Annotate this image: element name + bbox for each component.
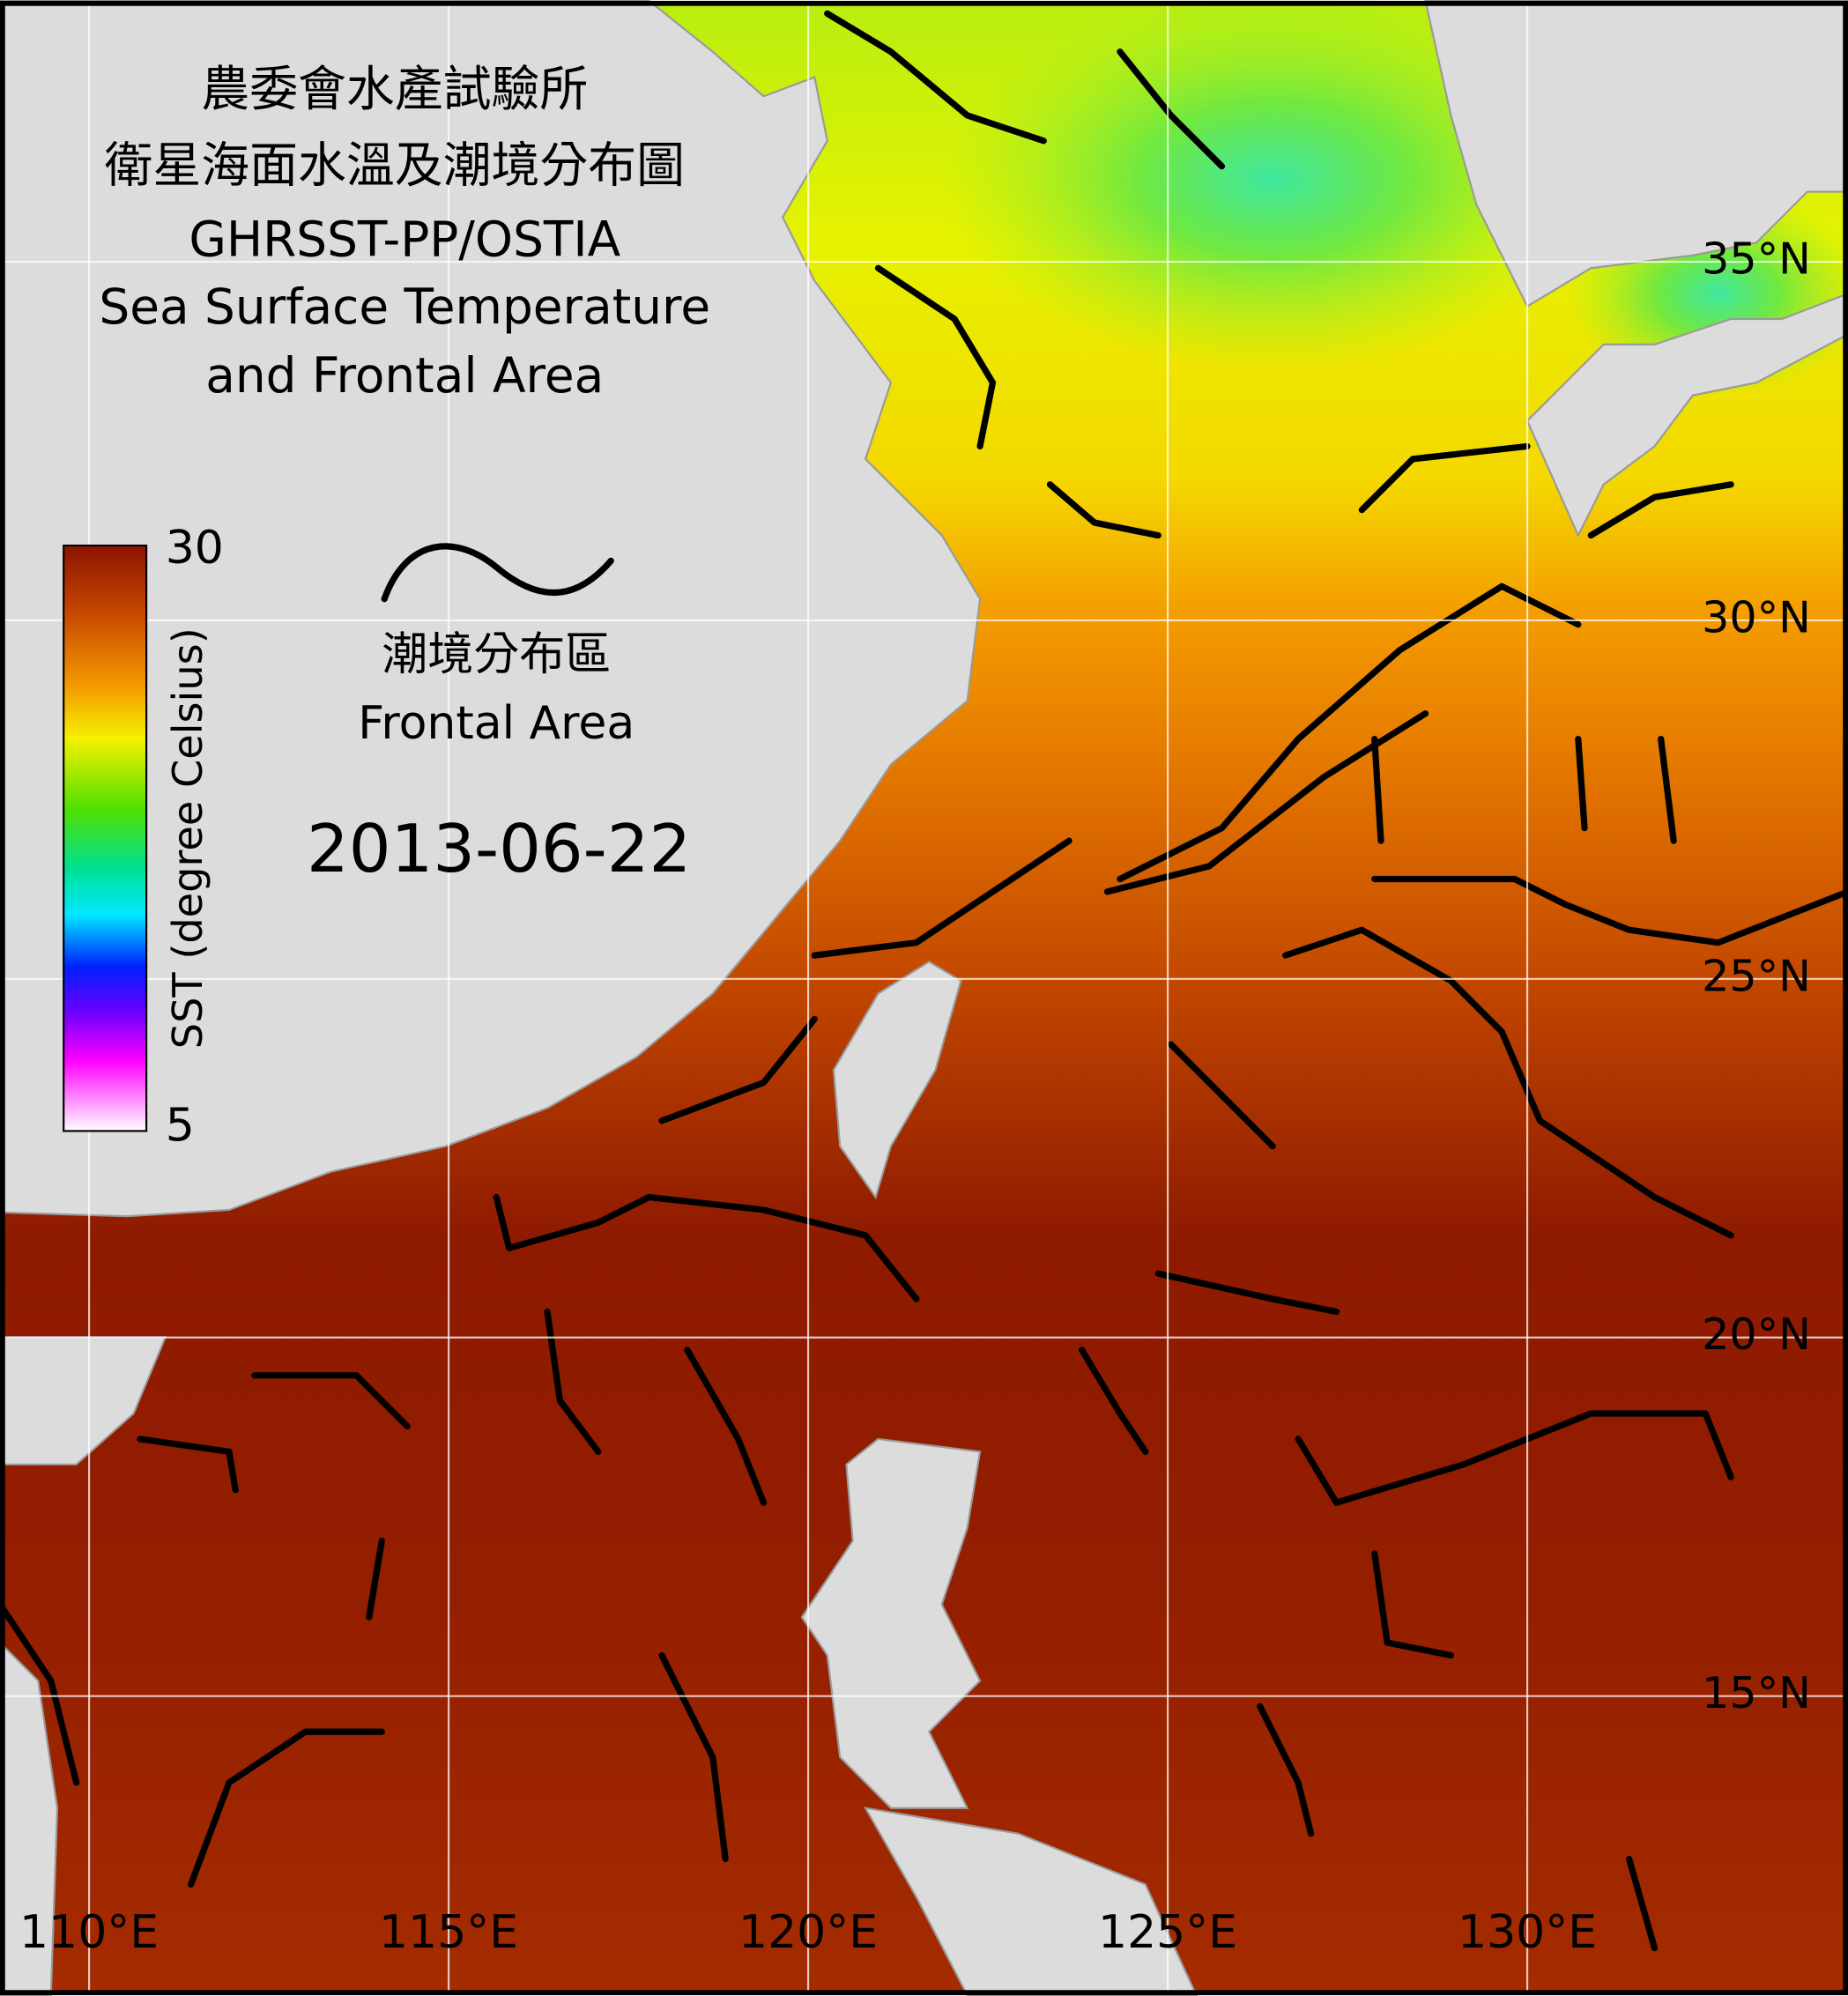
latitude-label: 30°N <box>1702 591 1811 642</box>
title-line: and Frontal Area <box>205 347 604 404</box>
frontal-lines <box>0 10 1848 1952</box>
title-block: 農委會水產試驗所 衛星海面水溫及潮境分布圖 GHRSST-PP/OSTIA Se… <box>99 61 710 404</box>
longitude-label: 120°E <box>738 1906 878 1959</box>
longitude-label: 115°E <box>379 1906 518 1959</box>
title-line: GHRSST-PP/OSTIA <box>189 211 620 267</box>
legend-symbol <box>381 543 614 603</box>
frontal-legend: 潮境分布區 Frontal Area <box>358 543 635 750</box>
colorbar-label: SST (degree Celsius) <box>164 627 212 1049</box>
latitude-label: 35°N <box>1702 234 1811 285</box>
longitude-label: 130°E <box>1458 1906 1597 1959</box>
colorbar-tick: 30 <box>166 522 224 575</box>
colorbar-tick: 5 <box>166 1100 195 1153</box>
latitude-label: 15°N <box>1702 1667 1811 1718</box>
title-line: Sea Surface Temperature <box>99 278 710 335</box>
title-line: 農委會水產試驗所 <box>201 61 588 117</box>
longitude-label: 125°E <box>1098 1906 1237 1959</box>
title-line: 衛星海面水溫及潮境分布圖 <box>104 137 685 194</box>
legend-label: Frontal Area <box>358 697 635 750</box>
longitude-label: 110°E <box>19 1906 159 1959</box>
date: 2013-06-22 <box>307 810 691 887</box>
colorbar: 30 5 SST (degree Celsius) <box>63 522 224 1153</box>
latitude-label: 20°N <box>1702 1309 1811 1360</box>
latitude-label: 25°N <box>1702 950 1811 1001</box>
colorbar-ramp <box>63 544 148 1132</box>
legend-label: 潮境分布區 <box>382 628 611 681</box>
